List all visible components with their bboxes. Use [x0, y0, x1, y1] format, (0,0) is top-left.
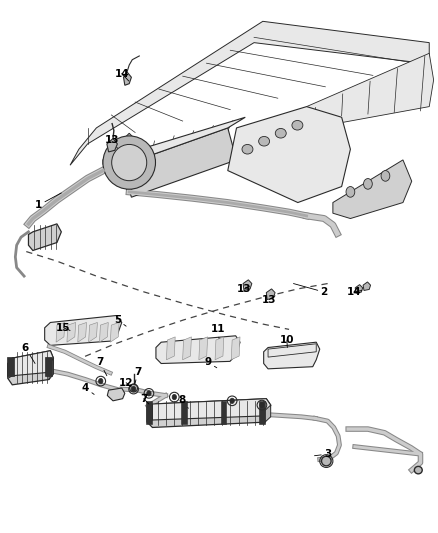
Polygon shape	[12, 351, 53, 376]
Polygon shape	[215, 337, 224, 360]
Polygon shape	[123, 117, 245, 165]
Text: 13: 13	[104, 135, 119, 148]
Text: 7: 7	[96, 358, 107, 376]
Polygon shape	[28, 224, 61, 251]
Text: 8: 8	[178, 395, 188, 408]
Text: 5: 5	[114, 315, 126, 326]
Polygon shape	[88, 322, 97, 342]
Polygon shape	[181, 401, 187, 424]
Polygon shape	[107, 139, 117, 152]
Polygon shape	[333, 160, 412, 219]
Polygon shape	[231, 337, 240, 360]
Ellipse shape	[414, 466, 422, 474]
Polygon shape	[264, 342, 320, 369]
Polygon shape	[103, 133, 155, 192]
Circle shape	[230, 398, 234, 403]
Circle shape	[381, 171, 390, 181]
Polygon shape	[110, 322, 119, 342]
Text: 11: 11	[211, 325, 226, 338]
Polygon shape	[259, 401, 265, 424]
Text: 1: 1	[35, 193, 61, 210]
Circle shape	[99, 378, 103, 384]
Ellipse shape	[112, 144, 147, 181]
Polygon shape	[99, 322, 108, 342]
Polygon shape	[78, 322, 87, 342]
Polygon shape	[45, 357, 52, 376]
Text: 14: 14	[114, 69, 129, 81]
Circle shape	[260, 402, 264, 408]
Polygon shape	[8, 351, 53, 385]
Text: 4: 4	[82, 383, 94, 394]
Ellipse shape	[242, 144, 253, 154]
Polygon shape	[8, 358, 12, 378]
Circle shape	[346, 187, 355, 197]
Text: 7: 7	[140, 394, 149, 404]
Polygon shape	[107, 388, 125, 401]
Polygon shape	[7, 357, 14, 376]
Polygon shape	[268, 344, 316, 357]
Circle shape	[147, 391, 151, 396]
Polygon shape	[266, 289, 275, 300]
Circle shape	[172, 394, 177, 400]
Polygon shape	[199, 337, 208, 360]
Text: 14: 14	[346, 287, 362, 297]
Polygon shape	[156, 336, 240, 364]
Polygon shape	[355, 285, 363, 293]
Polygon shape	[243, 280, 252, 290]
Polygon shape	[146, 401, 152, 424]
Ellipse shape	[258, 136, 269, 146]
Polygon shape	[70, 21, 429, 165]
Text: 2: 2	[293, 284, 328, 297]
Polygon shape	[265, 405, 271, 422]
Polygon shape	[147, 404, 152, 422]
Polygon shape	[49, 358, 53, 379]
Polygon shape	[123, 128, 237, 197]
Text: 10: 10	[279, 335, 294, 348]
Polygon shape	[363, 282, 371, 290]
Text: 15: 15	[56, 323, 71, 333]
Text: 7: 7	[134, 367, 141, 384]
Polygon shape	[147, 399, 271, 427]
Polygon shape	[67, 322, 76, 342]
Polygon shape	[45, 316, 122, 345]
Polygon shape	[183, 337, 191, 360]
Text: 13: 13	[237, 284, 252, 294]
Polygon shape	[221, 401, 226, 424]
Polygon shape	[228, 107, 350, 203]
Polygon shape	[307, 53, 434, 123]
Text: 12: 12	[119, 378, 134, 387]
Text: 9: 9	[205, 358, 217, 368]
Polygon shape	[124, 72, 131, 85]
Ellipse shape	[321, 456, 331, 466]
Text: 6: 6	[22, 343, 35, 364]
Polygon shape	[166, 337, 175, 360]
Circle shape	[131, 386, 136, 392]
Polygon shape	[152, 399, 271, 420]
Circle shape	[364, 179, 372, 189]
Ellipse shape	[130, 384, 138, 392]
Ellipse shape	[103, 136, 155, 189]
Ellipse shape	[275, 128, 286, 138]
Ellipse shape	[292, 120, 303, 130]
Text: 3: 3	[314, 449, 331, 459]
Text: 13: 13	[262, 295, 277, 304]
Polygon shape	[56, 322, 65, 342]
